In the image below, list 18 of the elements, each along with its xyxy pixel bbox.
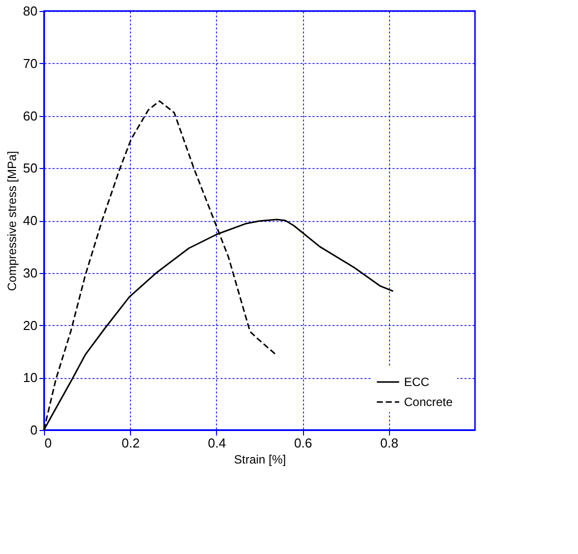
legend-label: ECC <box>404 375 430 389</box>
x-tick-label: 0.2 <box>122 436 140 450</box>
x-tick-label: 0.4 <box>208 436 226 450</box>
y-tick-label: 80 <box>23 4 38 18</box>
y-tick-label: 40 <box>23 213 38 228</box>
y-tick-label: 20 <box>23 318 38 333</box>
y-tick-label: 60 <box>23 108 38 124</box>
y-tick-label: 50 <box>23 160 38 176</box>
legend-label: Concrete <box>404 395 454 409</box>
y-tick-label: 0 <box>30 422 38 438</box>
x-tick-label: 0.8 <box>380 436 398 450</box>
x-tick-label: 0.6 <box>294 436 312 450</box>
y-tick-label: 70 <box>23 56 38 71</box>
y-tick-label: 30 <box>23 265 38 280</box>
y-axis-title: Compressive stress [MPa] <box>5 150 20 292</box>
x-axis-title: Strain [%] <box>234 452 286 466</box>
y-tick-label: 10 <box>23 370 38 386</box>
x-tick-label: 0 <box>44 436 52 450</box>
